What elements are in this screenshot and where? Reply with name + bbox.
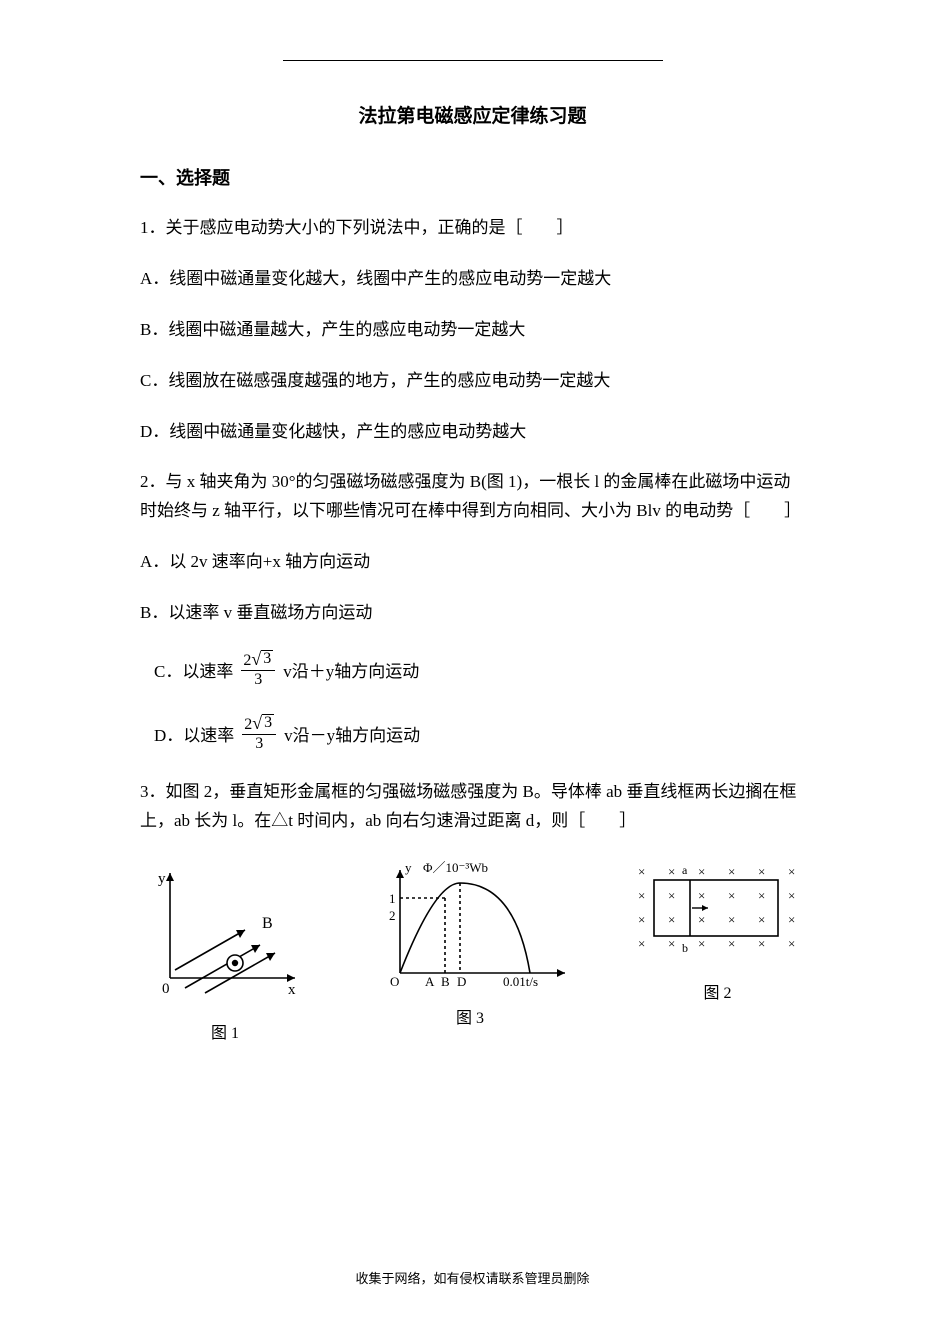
q1-option-d: D．线圈中磁通量变化越快，产生的感应电动势越大 [140,418,805,447]
sqrt-body: 3 [261,650,273,667]
svg-text:×: × [638,888,645,903]
figure-2-label: 图 2 [630,979,805,1003]
figure-1-svg: 0 x y B [140,858,310,1013]
figure-3: 1 2 O A B D 0.01t/s y Φ／10⁻³Wb 图 3 [365,858,575,1028]
svg-text:×: × [698,912,705,927]
figure-3-svg: 1 2 O A B D 0.01t/s y Φ／10⁻³Wb [365,858,575,998]
q1-option-c: C．线圈放在磁感强度越强的地方，产生的感应电动势一定越大 [140,367,805,396]
sqrt-body: 3 [262,714,274,731]
svg-text:×: × [638,912,645,927]
figure-1: 0 x y B 图 1 [140,858,310,1043]
q2-stem: 2．与 x 轴夹角为 30°的匀强磁场磁感强度为 B(图 1)，一根长 l 的金… [140,468,805,526]
frac-num-coeff: 2 [244,716,252,733]
figure-2-svg: × × × × × × × × × × × × × × × × × × × × × × × × a b [630,858,805,973]
svg-text:×: × [698,936,705,951]
sqrt: √3 [252,714,274,732]
q2-option-a: A．以 2v 速率向+x 轴方向运动 [140,548,805,577]
q2-option-b: B．以速率 v 垂直磁场方向运动 [140,599,805,628]
footer-text: 收集于网络，如有侵权请联系管理员删除 [0,1268,945,1287]
svg-text:×: × [638,936,645,951]
svg-text:×: × [728,936,735,951]
fig1-x-label: x [288,982,296,998]
q1-stem: 1．关于感应电动势大小的下列说法中，正确的是［ ］ [140,214,805,243]
frac-den: 3 [254,671,262,688]
svg-text:×: × [728,912,735,927]
fig3-ylabel: Φ／10⁻³Wb [423,860,488,875]
svg-text:×: × [638,864,645,879]
top-rule [283,60,663,61]
frac-den: 3 [255,735,263,752]
figure-1-label: 图 1 [140,1019,310,1043]
fig3-ytick-2: 2 [389,908,396,923]
field-dots: × × × × × × × × × × × × × × × × × × × × × × × × [638,864,795,951]
svg-text:×: × [788,888,795,903]
q2-c-suffix: v沿＋y轴方向运动 [283,657,419,682]
svg-text:×: × [668,912,675,927]
fig1-y-label: y [158,871,166,887]
section-heading: 一、选择题 [140,164,805,190]
page-title: 法拉第电磁感应定律练习题 [140,101,805,128]
figures-row: 0 x y B 图 1 1 2 O A B [140,858,805,1043]
fig3-xtick-b: B [441,974,450,989]
q2-option-c: C．以速率 2√3 3 v沿＋y轴方向运动 [154,650,805,688]
fig1-b-label: B [262,915,273,932]
fraction: 2√3 3 [242,714,276,752]
q1-option-a: A．线圈中磁通量变化越大，线圈中产生的感应电动势一定越大 [140,265,805,294]
svg-text:×: × [788,936,795,951]
fig3-yprefix: y [405,860,412,875]
svg-text:×: × [758,864,765,879]
svg-text:×: × [758,936,765,951]
fig3-xlabel: 0.01t/s [503,974,538,989]
svg-text:×: × [668,864,675,879]
q2-c-prefix: C．以速率 [154,657,233,682]
svg-text:×: × [758,912,765,927]
sqrt: √3 [251,650,273,668]
svg-text:×: × [788,864,795,879]
q2-d-prefix: D．以速率 [154,721,234,746]
fig3-xtick-a: A [425,974,435,989]
svg-text:×: × [728,864,735,879]
fig2-a: a [682,863,688,877]
q2-d-suffix: v沿－y轴方向运动 [284,721,420,746]
svg-text:×: × [698,888,705,903]
fig1-origin: 0 [162,981,170,997]
svg-text:×: × [668,888,675,903]
fig2-b: b [682,941,688,955]
q1-option-b: B．线圈中磁通量越大，产生的感应电动势一定越大 [140,316,805,345]
svg-text:O: O [390,974,399,989]
svg-text:×: × [668,936,675,951]
figure-2: × × × × × × × × × × × × × × × × × × × × × × × × a b 图 2 [630,858,805,1003]
q2-option-d: D．以速率 2√3 3 v沿－y轴方向运动 [154,714,805,752]
q3-stem: 3．如图 2，垂直矩形金属框的匀强磁场磁感强度为 B。导体棒 ab 垂直线框两长… [140,778,805,836]
svg-text:×: × [728,888,735,903]
svg-text:×: × [698,864,705,879]
fig3-ytick-1: 1 [389,891,396,906]
fraction: 2√3 3 [241,650,275,688]
fig3-xtick-d: D [457,974,466,989]
frac-num-coeff: 2 [243,652,251,669]
svg-text:×: × [788,912,795,927]
svg-text:×: × [758,888,765,903]
figure-3-label: 图 3 [365,1004,575,1028]
